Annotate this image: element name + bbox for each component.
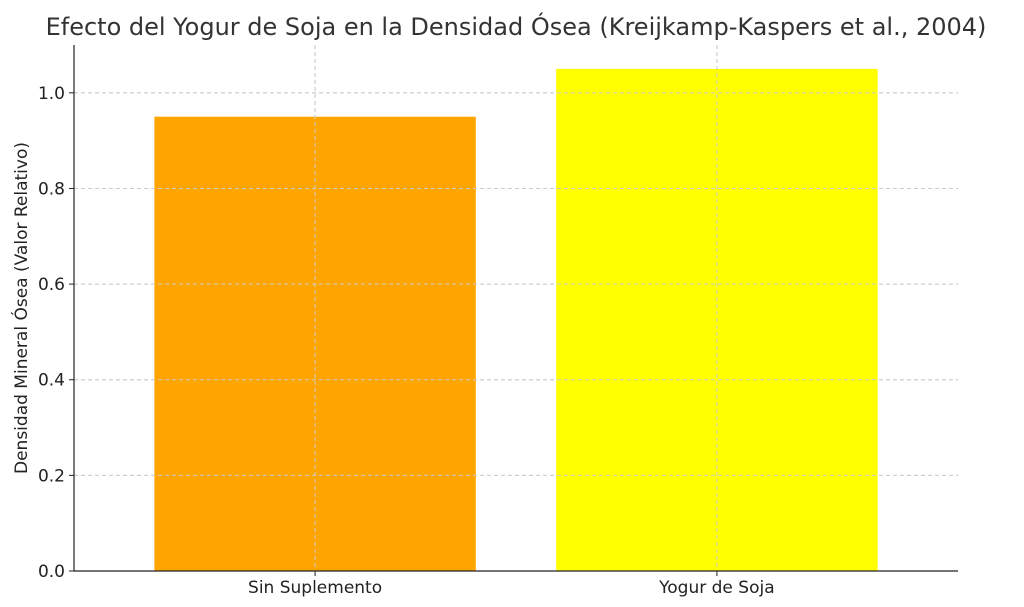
y-axis-label: Densidad Mineral Ósea (Valor Relativo) [10, 142, 32, 474]
y-tick-label: 0.8 [38, 179, 65, 199]
y-tick-label: 0.4 [38, 371, 65, 391]
tick-labels: 0.0 0.2 0.4 0.6 0.8 1.0 Sin Suplemento Yogur de… [38, 84, 775, 598]
chart-title: Efecto del Yogur de Soja en la Densidad … [46, 11, 987, 41]
x-tick-label: Yogur de Soja [658, 578, 774, 598]
bars [74, 45, 958, 572]
y-tick-label: 0.0 [38, 562, 65, 582]
y-tick-label: 0.2 [38, 466, 65, 486]
x-tick-label: Sin Suplemento [248, 578, 382, 598]
axes [69, 45, 958, 576]
y-tick-label: 1.0 [38, 84, 65, 104]
y-tick-label: 0.6 [38, 275, 65, 295]
